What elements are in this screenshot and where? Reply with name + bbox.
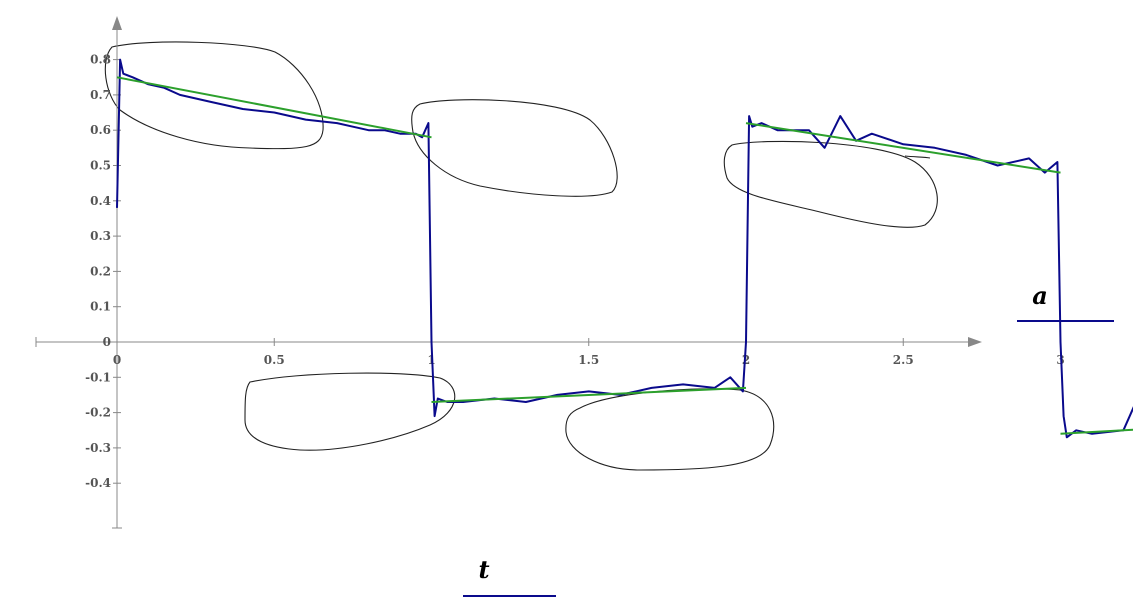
x-axis-name: t: [478, 555, 489, 584]
x-tick-label: 2.5: [893, 353, 914, 367]
x-tick-label: 0.5: [264, 353, 285, 367]
series-line-fit: [431, 386, 747, 403]
annotation-ellipse-2: [244, 372, 456, 451]
y-axis-arrow: [112, 16, 122, 30]
annotation-ellipse-4: [565, 388, 775, 471]
annotation-ellipse-5: [723, 140, 938, 228]
y-tick-label: 0.7: [90, 88, 111, 102]
x-axis-arrow: [968, 337, 982, 347]
y-tick-label: -0.4: [85, 476, 111, 490]
y-ticks: 0.80.70.60.50.40.30.20.10-0.1-0.2-0.3-0.…: [85, 53, 121, 490]
x-tick-label: 2: [742, 353, 750, 367]
y-tick-label: -0.3: [85, 441, 111, 455]
y-tick-label: 0.3: [90, 229, 111, 243]
y-tick-label: 0.2: [90, 264, 111, 278]
x-tick-label: 1.5: [578, 353, 599, 367]
x-tick-label: 0: [113, 353, 121, 367]
y-tick-label: 0.8: [90, 53, 111, 67]
y-tick-label: 0.6: [90, 123, 111, 137]
y-tick-label: 0.5: [90, 159, 111, 173]
y-tick-label: 0.4: [90, 194, 111, 208]
series-line-measured: [116, 58, 1133, 439]
series-line-fit: [116, 76, 432, 139]
y-tick-label: 0: [103, 335, 111, 349]
series-layer: [116, 58, 1133, 439]
series-line-fit: [745, 122, 1061, 174]
series-line-fit: [1060, 428, 1133, 435]
annotation-ellipse-3: [411, 99, 618, 197]
axes: [35, 16, 982, 529]
y-tick-label: -0.1: [85, 370, 111, 384]
annotation-tail: [904, 155, 931, 159]
y-tick-label: 0.1: [90, 300, 111, 314]
y-axis-name: a: [1032, 281, 1048, 310]
y-tick-label: -0.2: [85, 406, 111, 420]
